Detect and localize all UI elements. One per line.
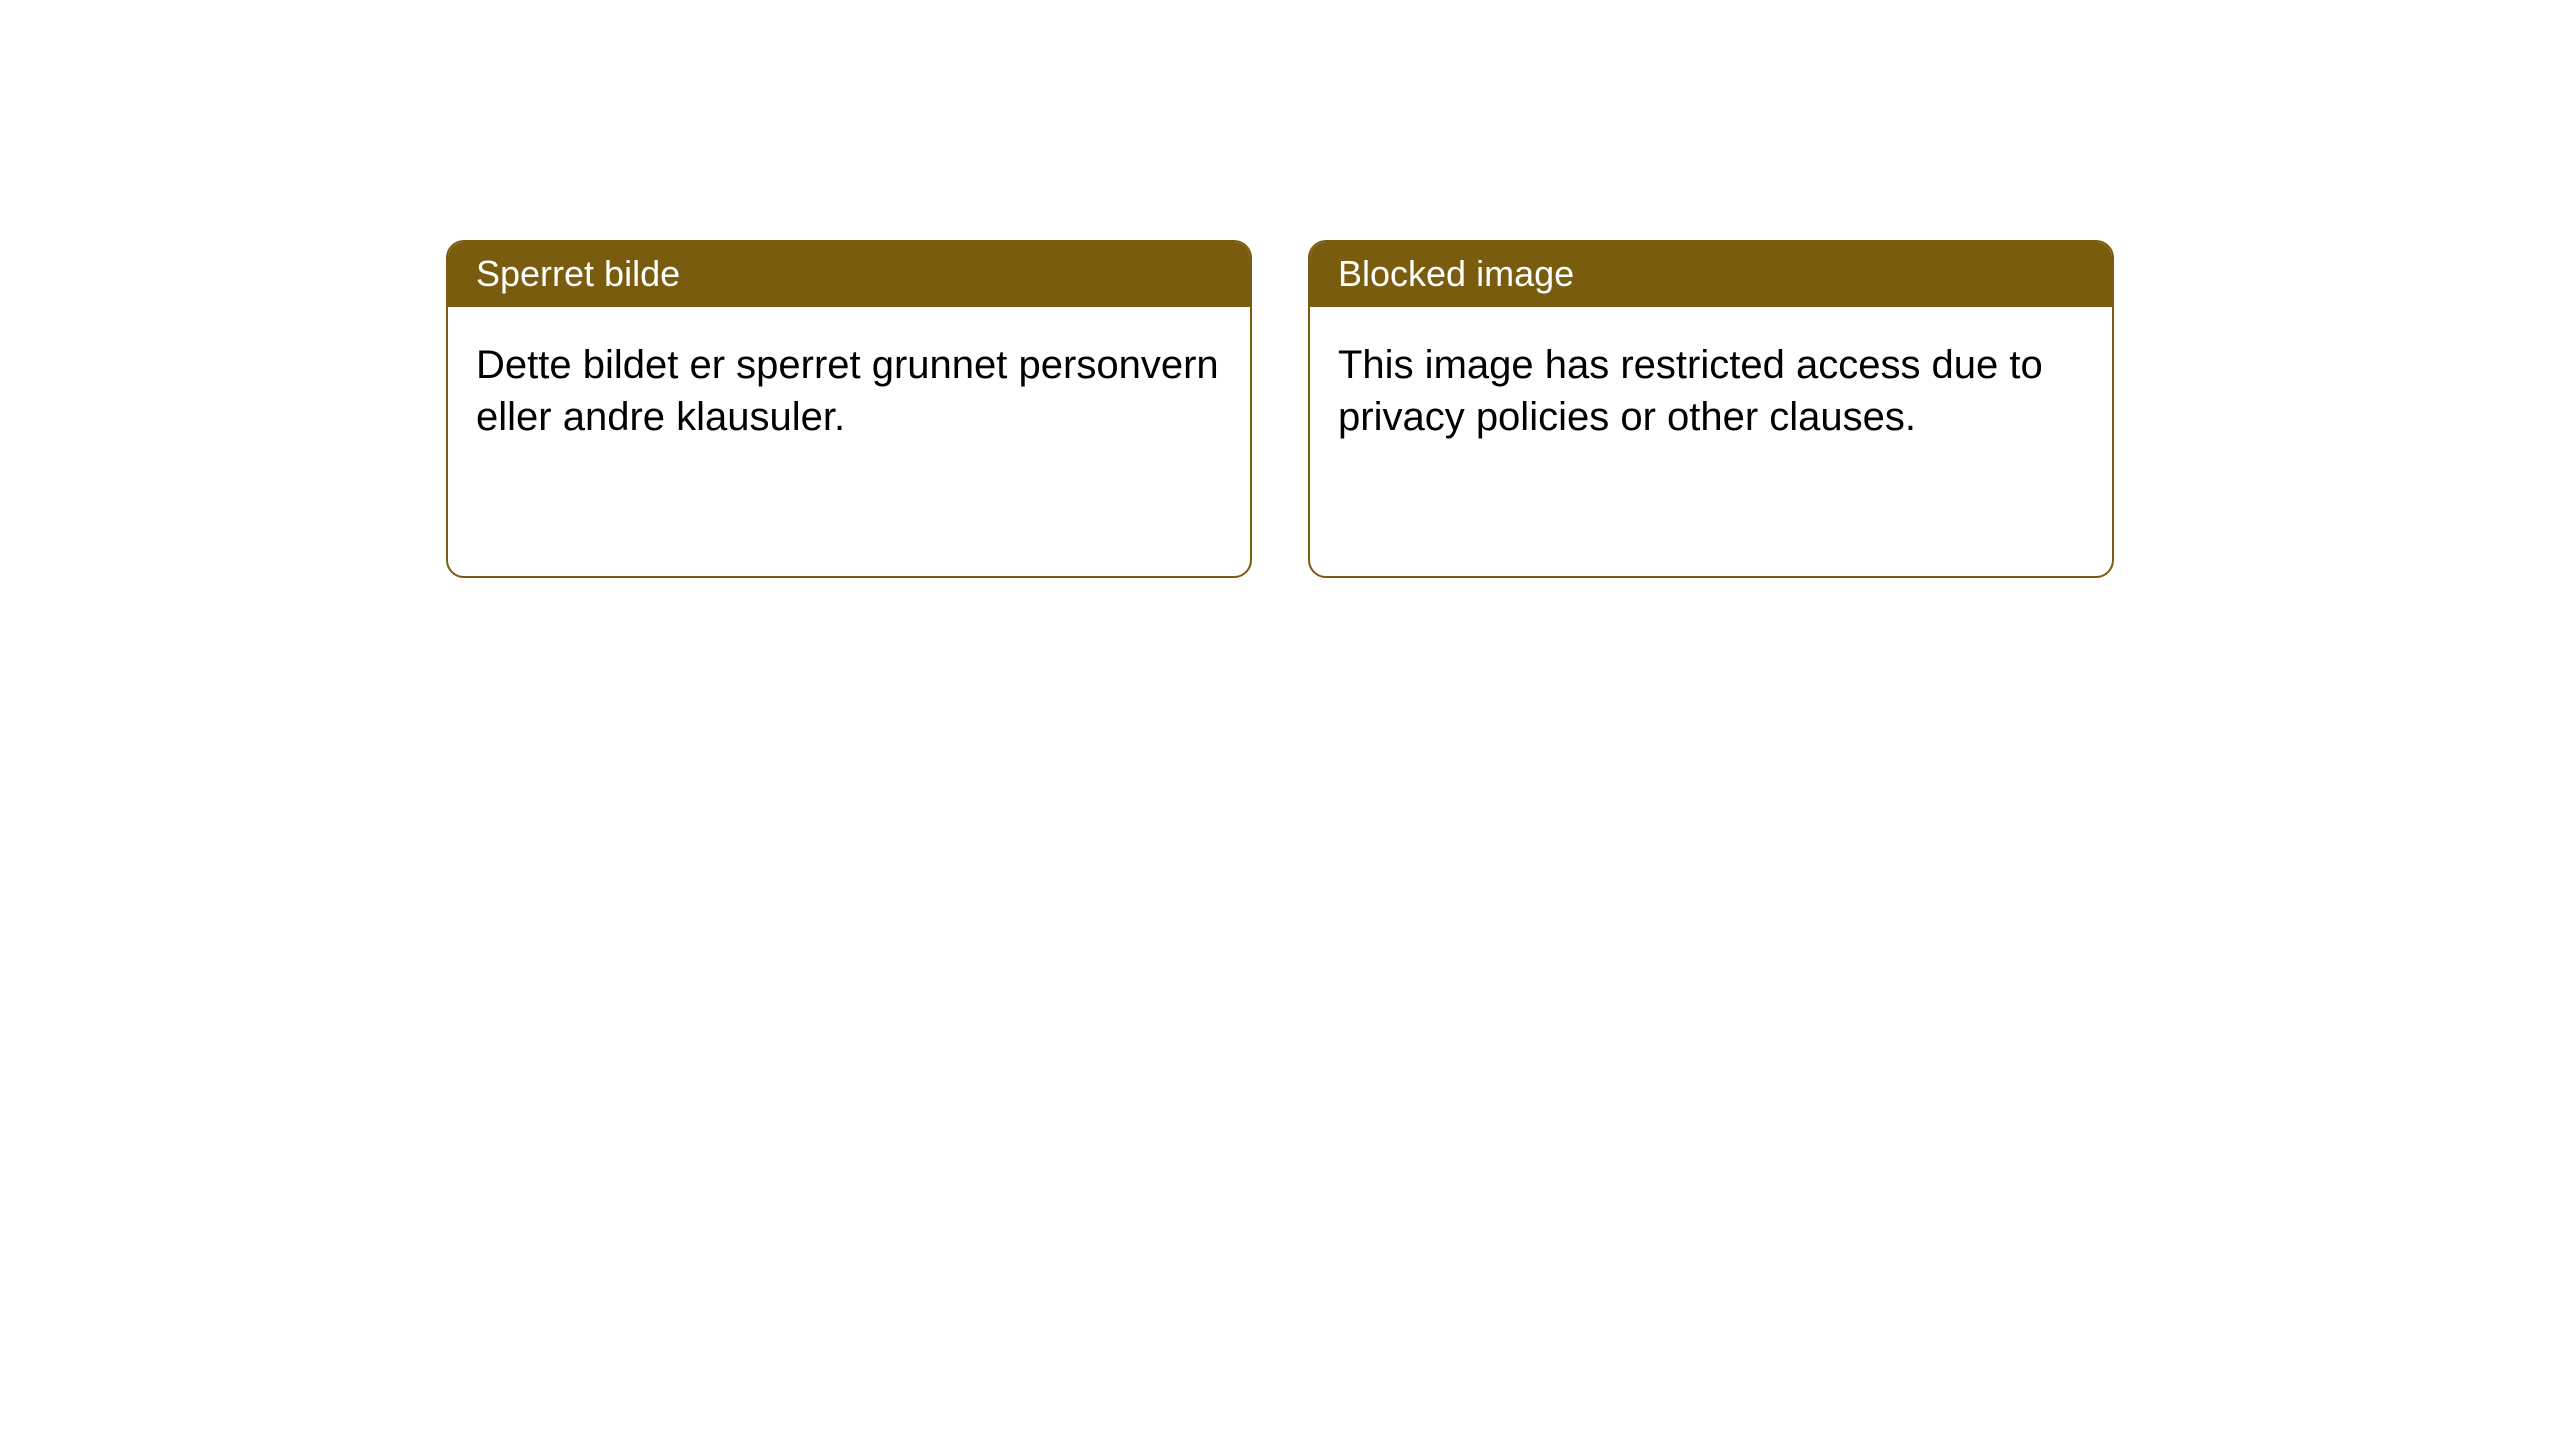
notice-panel-norwegian: Sperret bilde Dette bildet er sperret gr… [446, 240, 1252, 578]
panel-body: This image has restricted access due to … [1310, 307, 2112, 475]
panel-body-text: Dette bildet er sperret grunnet personve… [476, 343, 1219, 439]
panel-header-text: Sperret bilde [476, 253, 680, 294]
notice-panel-english: Blocked image This image has restricted … [1308, 240, 2114, 578]
panel-header-text: Blocked image [1338, 253, 1574, 294]
panel-header: Blocked image [1310, 242, 2112, 307]
panel-header: Sperret bilde [448, 242, 1250, 307]
notice-panels-container: Sperret bilde Dette bildet er sperret gr… [446, 240, 2560, 578]
panel-body-text: This image has restricted access due to … [1338, 343, 2043, 439]
panel-body: Dette bildet er sperret grunnet personve… [448, 307, 1250, 475]
